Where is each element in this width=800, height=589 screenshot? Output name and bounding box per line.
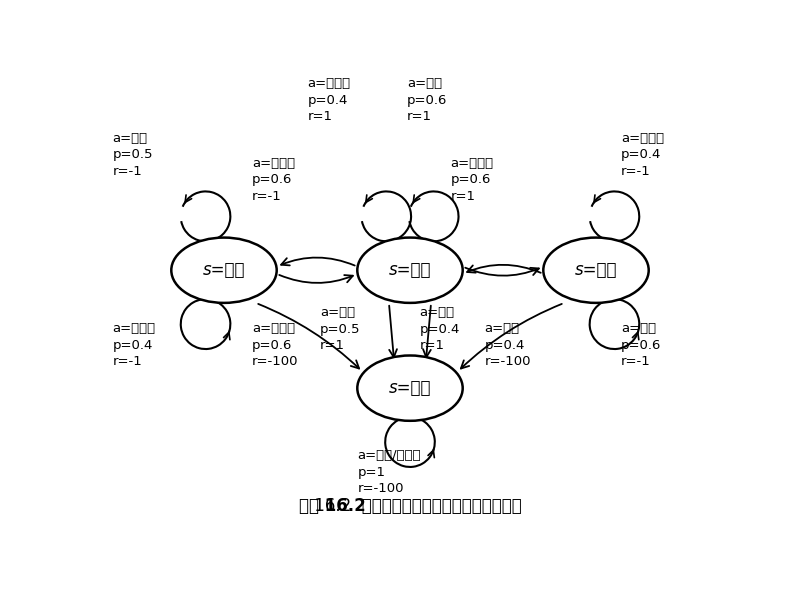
Text: a=不浇水
p=0.4
r=1: a=不浇水 p=0.4 r=1 bbox=[308, 77, 351, 123]
Text: a=浇水
p=0.5
r=1: a=浇水 p=0.5 r=1 bbox=[320, 306, 361, 352]
Ellipse shape bbox=[171, 237, 277, 303]
Text: a=浇水
p=0.4
r=1: a=浇水 p=0.4 r=1 bbox=[419, 306, 460, 352]
Text: s=溢水: s=溢水 bbox=[574, 262, 618, 279]
Text: a=不浇水
p=0.6
r=-100: a=不浇水 p=0.6 r=-100 bbox=[252, 322, 298, 368]
Ellipse shape bbox=[543, 237, 649, 303]
Text: a=浇水
p=0.6
r=-1: a=浇水 p=0.6 r=-1 bbox=[621, 322, 661, 368]
Text: s=凋亡: s=凋亡 bbox=[389, 379, 431, 397]
Text: 图 16.2: 图 16.2 bbox=[309, 497, 366, 515]
Text: a=不浇水
p=0.6
r=-1: a=不浇水 p=0.6 r=-1 bbox=[252, 157, 295, 203]
Text: a=浇水
p=0.4
r=-100: a=浇水 p=0.4 r=-100 bbox=[485, 322, 531, 368]
Text: a=不浇水
p=0.6
r=1: a=不浇水 p=0.6 r=1 bbox=[450, 157, 494, 203]
Text: s=健康: s=健康 bbox=[389, 262, 431, 279]
Text: a=浇水
p=0.6
r=1: a=浇水 p=0.6 r=1 bbox=[407, 77, 447, 123]
Text: a=不浇水
p=0.4
r=-1: a=不浇水 p=0.4 r=-1 bbox=[621, 131, 664, 177]
Ellipse shape bbox=[358, 237, 462, 303]
Text: a=不浇水
p=0.4
r=-1: a=不浇水 p=0.4 r=-1 bbox=[112, 322, 155, 368]
Ellipse shape bbox=[358, 356, 462, 421]
Text: a=浇水/不浇水
p=1
r=-100: a=浇水/不浇水 p=1 r=-100 bbox=[358, 449, 421, 495]
Text: s=缺水: s=缺水 bbox=[202, 262, 246, 279]
Text: 图 16.2  给西瓜浇水问题的马尔可夫决策过程: 图 16.2 给西瓜浇水问题的马尔可夫决策过程 bbox=[298, 497, 522, 515]
Text: a=浇水
p=0.5
r=-1: a=浇水 p=0.5 r=-1 bbox=[112, 131, 153, 177]
